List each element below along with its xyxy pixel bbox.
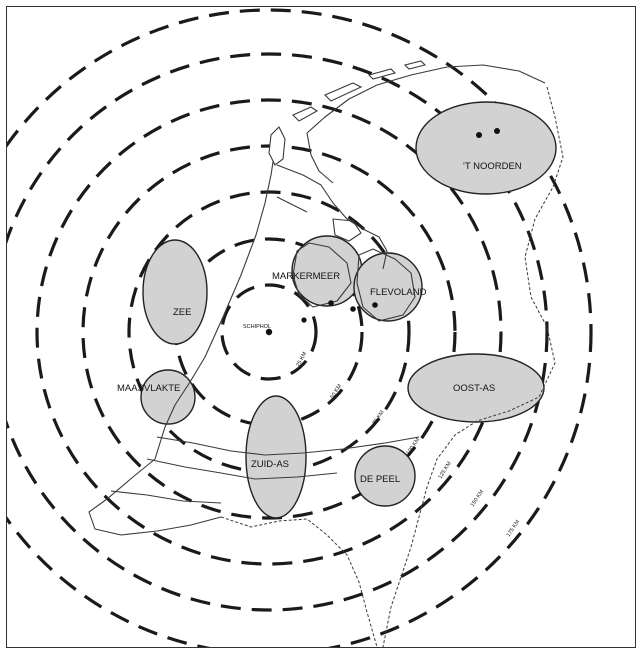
markermeer-edge — [292, 242, 352, 308]
label-markermeer: MARKERMEER — [272, 271, 340, 282]
markermeer-marker — [328, 300, 334, 306]
noordoostpolder — [332, 218, 362, 242]
ring-label-100km: 100 KM — [406, 437, 422, 456]
noorden-marker-2 — [494, 128, 500, 134]
region-zee — [142, 239, 208, 345]
schiphol-marker — [265, 328, 273, 336]
map-frame: 'T NOORDEN ZEE MARKERMEER FLEVOLAND MAAS… — [6, 6, 636, 648]
ring-125km — [35, 98, 503, 566]
label-maasvlakte: MAASVLAKTE — [117, 383, 180, 394]
ring-label-75km: 75 KM — [372, 409, 386, 426]
wadden-islands — [268, 60, 427, 166]
ring-100km — [81, 144, 457, 520]
label-de-peel: DE PEEL — [360, 474, 400, 485]
ring-label-25km: 25 KM — [295, 351, 308, 368]
afsluitdijk — [276, 196, 308, 213]
coastline — [88, 64, 564, 647]
frisian-shore — [306, 132, 334, 184]
label-zee: ZEE — [173, 307, 191, 318]
label-flevoland: FLEVOLAND — [370, 287, 427, 298]
label-schiphol: SCHIPHOL — [243, 324, 271, 330]
region-flevoland — [353, 252, 423, 322]
ring-175km — [7, 8, 593, 647]
island-ameland — [367, 68, 397, 80]
flevoland-marker-1 — [350, 306, 356, 312]
ring-150km — [7, 52, 549, 612]
ijsselmeer-shore — [276, 164, 388, 270]
region-zuid-as — [245, 395, 307, 519]
region-t-noorden — [415, 101, 557, 195]
west-coast — [88, 148, 276, 536]
delta-rivers-2 — [146, 458, 338, 480]
netherlands-airport-site-map: 'T NOORDEN ZEE MARKERMEER FLEVOLAND MAAS… — [7, 8, 593, 647]
island-terschelling — [324, 82, 363, 102]
delta-rivers-3 — [110, 490, 222, 504]
ring-label-150km: 150 KM — [470, 489, 486, 508]
flevo-polder-edge — [356, 248, 416, 322]
label-oost-as: OOST-AS — [453, 383, 495, 394]
noorden-marker-1 — [476, 132, 482, 138]
ring-25km — [220, 283, 318, 381]
region-de-peel — [354, 445, 416, 507]
southern-border — [220, 516, 378, 647]
island-texel — [268, 126, 286, 166]
north-coast — [306, 64, 546, 134]
region-maasvlakte — [140, 369, 196, 425]
region-labels: 'T NOORDEN ZEE MARKERMEER FLEVOLAND MAAS… — [117, 161, 522, 485]
delta-rivers-1 — [156, 436, 420, 456]
site-regions — [140, 101, 557, 519]
eastern-border — [382, 86, 564, 647]
island-schiermonnikoog — [403, 60, 427, 70]
site-markers — [265, 128, 500, 336]
flevoland-marker-2 — [372, 302, 378, 308]
label-t-noorden: 'T NOORDEN — [463, 161, 522, 172]
label-zuid-as: ZUID-AS — [251, 459, 289, 470]
ijmeer-marker — [301, 317, 307, 323]
island-vlieland — [292, 106, 319, 122]
